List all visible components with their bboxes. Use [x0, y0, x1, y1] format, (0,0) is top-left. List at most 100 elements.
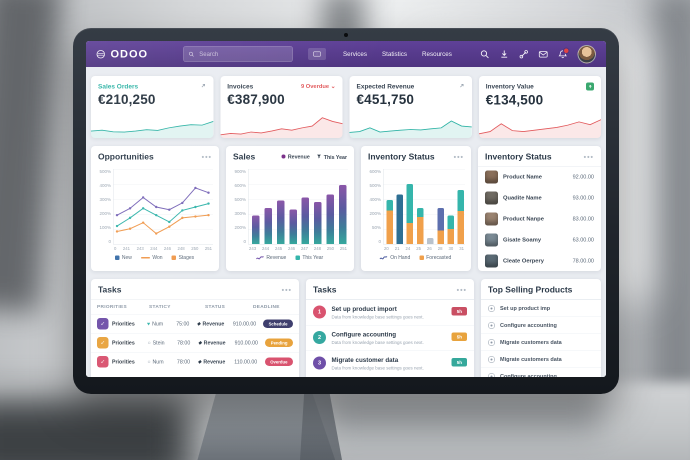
task-item[interactable]: 2 Configure accounting Data from knowled…: [306, 325, 474, 351]
kpi-label: Invoices: [227, 82, 254, 91]
task-title: Configure accounting: [331, 331, 397, 338]
product-value: 92.00.00: [572, 174, 594, 180]
more-options-button[interactable]: •••: [281, 286, 292, 294]
duration-badge[interactable]: 5h: [451, 307, 467, 316]
product-name: Gisate Soamy: [503, 237, 542, 243]
inventory-list-item[interactable]: Quadite Name 93.00.00: [478, 188, 601, 209]
kpi-row: Sales Orders €210,250 Invoices 9 Overdue…: [91, 76, 601, 138]
top-selling-item[interactable]: Set up product imp: [481, 299, 601, 317]
product-value: 83.00.00: [572, 216, 594, 222]
task-item[interactable]: 1 Set up product import Data from knowle…: [306, 299, 474, 326]
search-icon: [188, 51, 194, 57]
status-badge[interactable]: Schedule: [263, 319, 293, 328]
panel-title: Inventory Status: [368, 152, 435, 162]
bell-icon[interactable]: [558, 47, 570, 59]
task-title: Set up product import: [331, 305, 397, 313]
table-header: PRIORITIES STATICY STATUS DEADLINE: [97, 304, 280, 310]
chart-legend: On Hand Forecasted: [366, 251, 465, 261]
download-icon[interactable]: [500, 49, 510, 59]
legend-item[interactable]: Revenue: [281, 154, 310, 160]
product-value: 78.00.00: [572, 258, 594, 264]
legend-swatch: [171, 255, 177, 260]
legend-item: New: [114, 255, 132, 261]
panel-title: Tasks: [98, 285, 122, 295]
status-badge[interactable]: Overdue: [264, 357, 293, 366]
wave-icon: [255, 255, 264, 260]
inventory-list-item[interactable]: Product Nanpe 83.00.00: [478, 209, 601, 230]
opportunities-panel: Opportunities ••• 500% 400% 300% 200% 100% 0 …: [91, 146, 219, 271]
product-bullet-icon: [488, 304, 495, 312]
charts-row: Opportunities ••• 500% 400% 300% 200% 100% 0 …: [91, 146, 601, 271]
duration-badge[interactable]: 5h: [451, 332, 467, 341]
top-selling-item[interactable]: Migrate customers data: [481, 333, 601, 351]
product-avatar: [485, 233, 498, 247]
x-axis-labels: 20 21 24 25 26 28 30 31: [384, 246, 464, 251]
tasks-list-panel: Tasks ••• 1 Set up product import Data f…: [306, 279, 474, 377]
inventory-status-list-panel: Inventory Status ••• Product Name 92.00.…: [478, 146, 601, 271]
product-name: Product Name: [503, 174, 542, 180]
task-item[interactable]: 3 Migrate customer data Data from knowle…: [306, 350, 474, 377]
link-icon[interactable]: [519, 49, 529, 59]
webcam-dot: [344, 33, 348, 37]
revenue-dot-icon: [281, 154, 286, 159]
product-name: Quadite Name: [503, 195, 542, 201]
mail-icon[interactable]: [538, 49, 549, 59]
more-options-button[interactable]: •••: [456, 286, 467, 294]
more-options-button[interactable]: •••: [201, 153, 212, 161]
sales-bar-chart: [248, 169, 348, 245]
table-row[interactable]: ✓ Priorities ♥ Num 75:00 ◆ Revenue 910.00.…: [91, 314, 299, 333]
top-selling-item[interactable]: Migrate customers data: [481, 350, 601, 368]
inventory-list-item[interactable]: Gisate Soamy 63.00.00: [478, 230, 601, 251]
more-options-button[interactable]: •••: [583, 153, 594, 161]
search-box[interactable]: [183, 46, 293, 62]
kpi-card-expected-revenue[interactable]: Expected Revenue €451,750: [349, 76, 472, 138]
search-icon[interactable]: [480, 49, 490, 59]
overdue-badge[interactable]: 9 Overdue ⌄: [300, 83, 336, 90]
more-options-button[interactable]: •••: [453, 153, 464, 161]
flag-icon: ◆: [196, 321, 201, 326]
odoo-logo-icon: [96, 49, 105, 59]
brand-name: ODOO: [110, 47, 149, 61]
panel-title: Opportunities: [98, 152, 154, 162]
task-number-badge: 1: [313, 305, 326, 319]
keyboard-shortcut-icon[interactable]: [308, 48, 326, 60]
kpi-value: €451,750: [356, 92, 415, 107]
top-selling-item[interactable]: Configure accounting: [481, 316, 601, 334]
table-row[interactable]: ✓ Priorities ○ Num 78:00 ◆ Revenue 110.00.…: [91, 352, 299, 371]
legend-item: This Year: [295, 255, 323, 261]
kpi-card-invoices[interactable]: Invoices 9 Overdue ⌄ €387,900: [220, 76, 343, 138]
menu-item-statistics[interactable]: Statistics: [381, 50, 407, 58]
inventory-stacked-bar-chart: [383, 169, 465, 245]
menu-item-resources[interactable]: Resources: [421, 50, 452, 58]
legend-item: Stages: [171, 255, 194, 261]
product-avatar: [485, 170, 498, 184]
expand-icon[interactable]: [200, 83, 207, 90]
user-avatar[interactable]: [577, 44, 596, 64]
kpi-card-sales-orders[interactable]: Sales Orders €210,250: [91, 76, 214, 138]
duration-badge[interactable]: 5h: [451, 358, 467, 367]
screen: ODOO Services Stati: [86, 41, 606, 377]
inventory-list-item[interactable]: Product Name 92.00.00: [478, 167, 601, 188]
menu-item-services[interactable]: Services: [343, 50, 367, 58]
status-badge[interactable]: Pending: [265, 338, 293, 347]
kpi-sparkline: [220, 115, 343, 138]
y-axis-labels: 900% 600% 500% 300% 200% 0: [234, 169, 246, 244]
stock-action-icon[interactable]: [586, 82, 594, 91]
legend-swatch: [140, 257, 150, 259]
task-number-badge: 2: [313, 331, 326, 344]
brand[interactable]: ODOO: [96, 48, 170, 61]
product-value: 93.00.00: [572, 195, 594, 201]
kpi-card-inventory-value[interactable]: Inventory Value €134,500: [478, 76, 601, 138]
table-row[interactable]: ✓ Priorities ○ Stein 78:00 ◆ Revenue 910.0…: [91, 333, 299, 352]
top-selling-item[interactable]: Configure accounting: [481, 367, 601, 377]
kpi-label: Inventory Value: [485, 82, 534, 91]
legend-swatch: [419, 255, 424, 260]
product-value: 63.00.00: [572, 237, 594, 243]
priority-icon: ✓: [97, 337, 109, 349]
inventory-list-item[interactable]: Cleate Oerpery 78.00.00: [478, 251, 601, 272]
expand-icon[interactable]: [458, 83, 465, 90]
desk-shadow-left: [0, 398, 190, 460]
filter-this-year[interactable]: This Year: [317, 154, 347, 160]
search-input[interactable]: [198, 50, 288, 58]
product-avatar: [485, 254, 498, 268]
